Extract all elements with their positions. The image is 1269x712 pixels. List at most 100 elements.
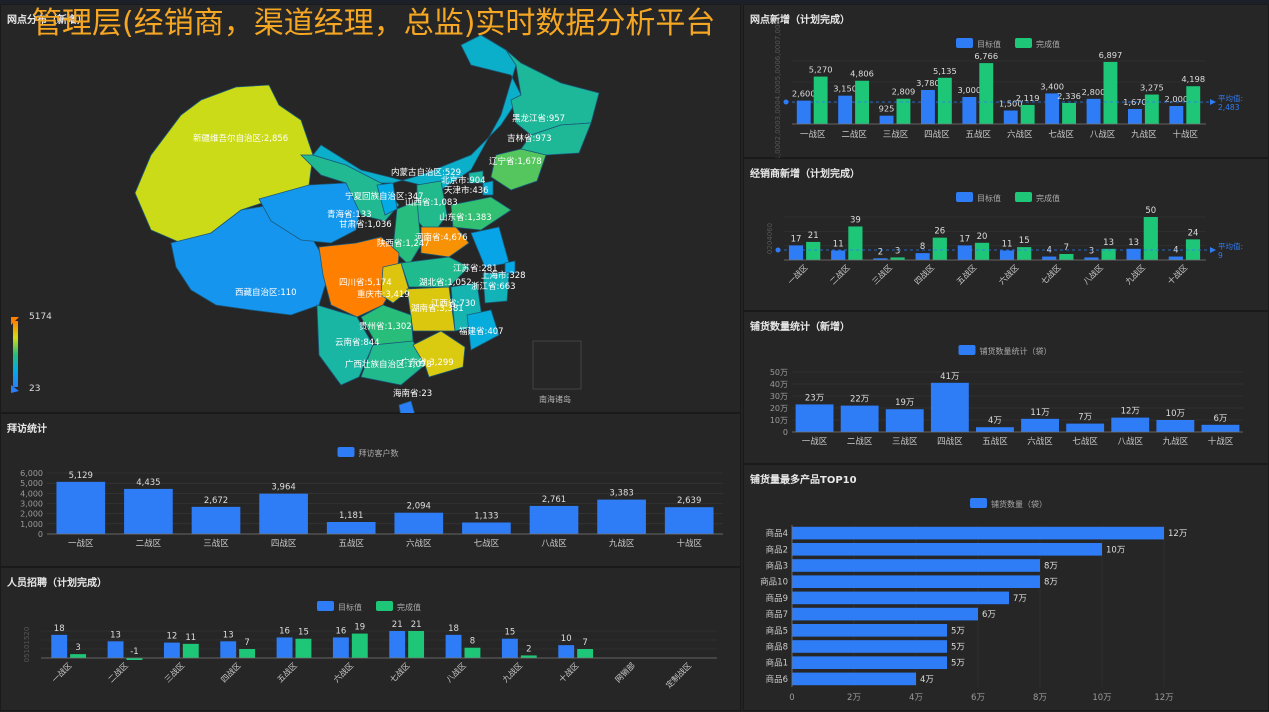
bar-value-label: 21 <box>808 231 819 241</box>
y-tick-label: 商品2 <box>766 544 788 555</box>
bar <box>259 493 308 534</box>
staff-panel: 人员招聘（计划完成） 目标值 完成值 05101520 18 3 一战区 13 -1 二战区 12… <box>0 567 741 711</box>
x-tick-label: 二战区 <box>828 262 852 286</box>
province-label: 山西省:1,083 <box>405 197 458 208</box>
province-region <box>466 309 500 351</box>
bar-value-label: 26 <box>934 227 945 237</box>
bar <box>126 658 143 660</box>
bar <box>1126 248 1141 260</box>
visits-chart: 拜访客户数 01,0002,0003,000 4,0005,0006,000 5,12… <box>20 447 723 549</box>
bar <box>276 637 293 658</box>
bar-value-label: 2,672 <box>204 496 228 506</box>
x-tick-label: 四战区 <box>937 436 963 447</box>
bar <box>326 521 376 534</box>
bar-value-label: 4万 <box>988 416 1002 426</box>
x-tick-label: 八战区 <box>1081 262 1105 286</box>
bar <box>332 637 349 658</box>
legend-label: 完成值 <box>397 602 421 612</box>
bar <box>999 250 1015 260</box>
bar <box>1103 61 1118 124</box>
bar <box>1143 217 1158 260</box>
x-tick-label: 定制战区 <box>664 660 694 690</box>
bar <box>124 488 173 534</box>
bar-value-label: 8 <box>470 637 475 647</box>
legend-swatch <box>970 498 987 508</box>
province-label: 西藏自治区:110 <box>235 287 297 298</box>
province-label: 黑龙江省:957 <box>512 113 565 124</box>
bar-value-label: 3,400 <box>1040 81 1064 91</box>
x-tick-label: 四战区 <box>219 660 243 684</box>
bar <box>56 481 106 534</box>
bar-value-label: 2 <box>526 644 531 654</box>
bar <box>920 89 935 124</box>
x-tick-label: 三战区 <box>203 538 229 549</box>
bar-value-label: 39 <box>850 215 861 225</box>
bar-value-label: 18 <box>448 624 459 634</box>
province-label: 河南省:4,676 <box>415 232 468 243</box>
bar <box>220 641 237 658</box>
markline-label: 平均值: <box>1218 241 1243 251</box>
x-tick-label: 6万 <box>971 693 985 703</box>
province-region <box>482 180 494 196</box>
bar-value-label: 1,133 <box>474 511 498 521</box>
bar-value-label: 7 <box>582 638 587 648</box>
bar <box>501 638 518 658</box>
x-tick-label: 五战区 <box>338 538 364 549</box>
bar-value-label: 50 <box>1145 206 1156 216</box>
bar-value-label: 3,383 <box>609 489 633 499</box>
bar-value-label: 2,761 <box>542 495 566 505</box>
markline-value: 2,483 <box>1218 103 1240 112</box>
bar <box>855 80 870 124</box>
bar <box>351 633 368 658</box>
bar-value-label: 4,435 <box>136 478 160 488</box>
bar-value-label: 4 <box>1173 246 1178 256</box>
x-tick-label: 五战区 <box>982 436 1008 447</box>
bar-value-label: 17 <box>791 234 802 244</box>
bar-value-label: 11万 <box>1030 408 1049 418</box>
y-tick-label: 商品8 <box>766 642 788 653</box>
bar-value-label: 4,806 <box>850 69 874 79</box>
x-tick-label: 4万 <box>909 693 923 703</box>
province-region <box>392 200 422 266</box>
bar-value-label: 2,800 <box>1082 87 1106 97</box>
y-tick-label: 01,0002,0003,0004,0005,0006,0007,000 <box>774 20 782 159</box>
legend-swatch <box>1015 38 1032 48</box>
x-tick-label: 二战区 <box>106 660 130 684</box>
markline-arrow <box>1210 247 1216 253</box>
x-tick-label: 六战区 <box>1007 129 1033 140</box>
y-tick-label: 商品4 <box>766 528 788 539</box>
bar-value-label: 8 <box>920 242 925 252</box>
y-tick-label: 20万 <box>770 404 788 413</box>
province-label: 广东省:3,299 <box>401 357 454 368</box>
bar <box>873 258 888 260</box>
x-tick-label: 12万 <box>1154 693 1173 703</box>
x-tick-label: 七战区 <box>1039 262 1063 286</box>
markline-label: 平均值: <box>1218 93 1243 103</box>
province-label: 宁夏回族自治区:347 <box>345 191 424 202</box>
province-label: 辽宁省:1,678 <box>489 156 542 167</box>
province-label: 重庆市:3,419 <box>357 289 410 300</box>
legend-label: 铺货数量统计（袋） <box>980 346 1052 356</box>
bar-value-label: 15 <box>298 628 309 638</box>
y-tick-label: 商品5 <box>766 625 788 636</box>
bar <box>915 253 930 260</box>
province-region <box>258 182 362 244</box>
y-tick-label: 40万 <box>770 380 788 389</box>
bar-value-label: 16 <box>335 626 346 636</box>
bar-value-label: 2,094 <box>407 502 431 512</box>
x-tick-label: 十战区 <box>1208 436 1234 447</box>
y-tick-label: 商品10 <box>760 577 788 588</box>
bar <box>896 98 911 124</box>
bar-value-label: 6,766 <box>974 51 998 61</box>
x-tick-label: 八战区 <box>1090 129 1116 140</box>
x-tick-label: 二战区 <box>847 436 873 447</box>
x-tick-label: 四战区 <box>271 538 297 549</box>
province-region <box>504 260 516 274</box>
dealers-panel: 经销商新增（计划完成） 目标值 完成值 0204060 17 21 一战区 11 39 二战区 2… <box>743 158 1269 311</box>
province-label: 山东省:1,383 <box>439 212 492 223</box>
bar <box>795 404 834 432</box>
y-tick-label: 2,000 <box>20 510 43 519</box>
bar-value-label: 22万 <box>850 395 869 405</box>
